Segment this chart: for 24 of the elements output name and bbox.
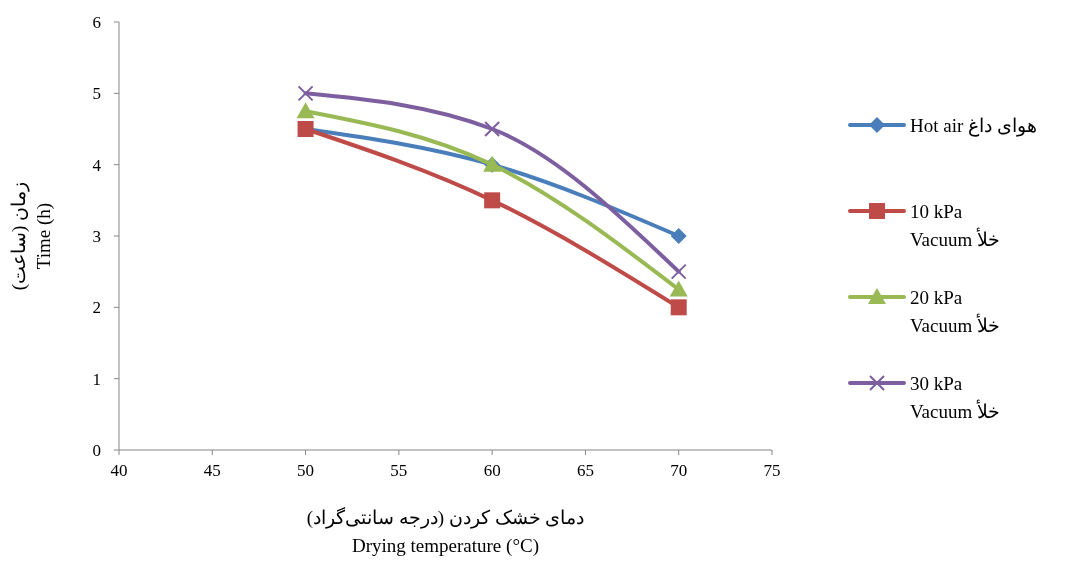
point <box>669 280 688 297</box>
x-tick-label: 55 <box>390 461 408 480</box>
point <box>484 121 501 137</box>
y-tick-label: 0 <box>92 441 101 460</box>
x-tick-label: 45 <box>203 461 221 480</box>
y-tick-label: 2 <box>92 298 101 318</box>
x-tick-label: 40 <box>110 461 128 480</box>
point <box>670 263 687 280</box>
y-tick-label: 6 <box>92 13 101 32</box>
point <box>670 299 687 316</box>
y-tick-label: 1 <box>92 369 101 389</box>
x-tick-label: 75 <box>763 461 781 480</box>
y-tick-label: 5 <box>92 84 101 104</box>
x-tick-label: 50 <box>297 461 315 480</box>
point <box>670 228 687 244</box>
x-tick-label: 65 <box>576 461 594 480</box>
point <box>484 192 501 209</box>
x-tick-label: 60 <box>483 461 501 480</box>
point <box>296 102 315 119</box>
legend-label: Hot air هوای داغ <box>910 115 1037 137</box>
y-tick-label: 4 <box>92 155 102 175</box>
y-tick-label: 3 <box>92 227 101 246</box>
x-tick-label: 70 <box>670 461 688 480</box>
point <box>297 85 314 102</box>
